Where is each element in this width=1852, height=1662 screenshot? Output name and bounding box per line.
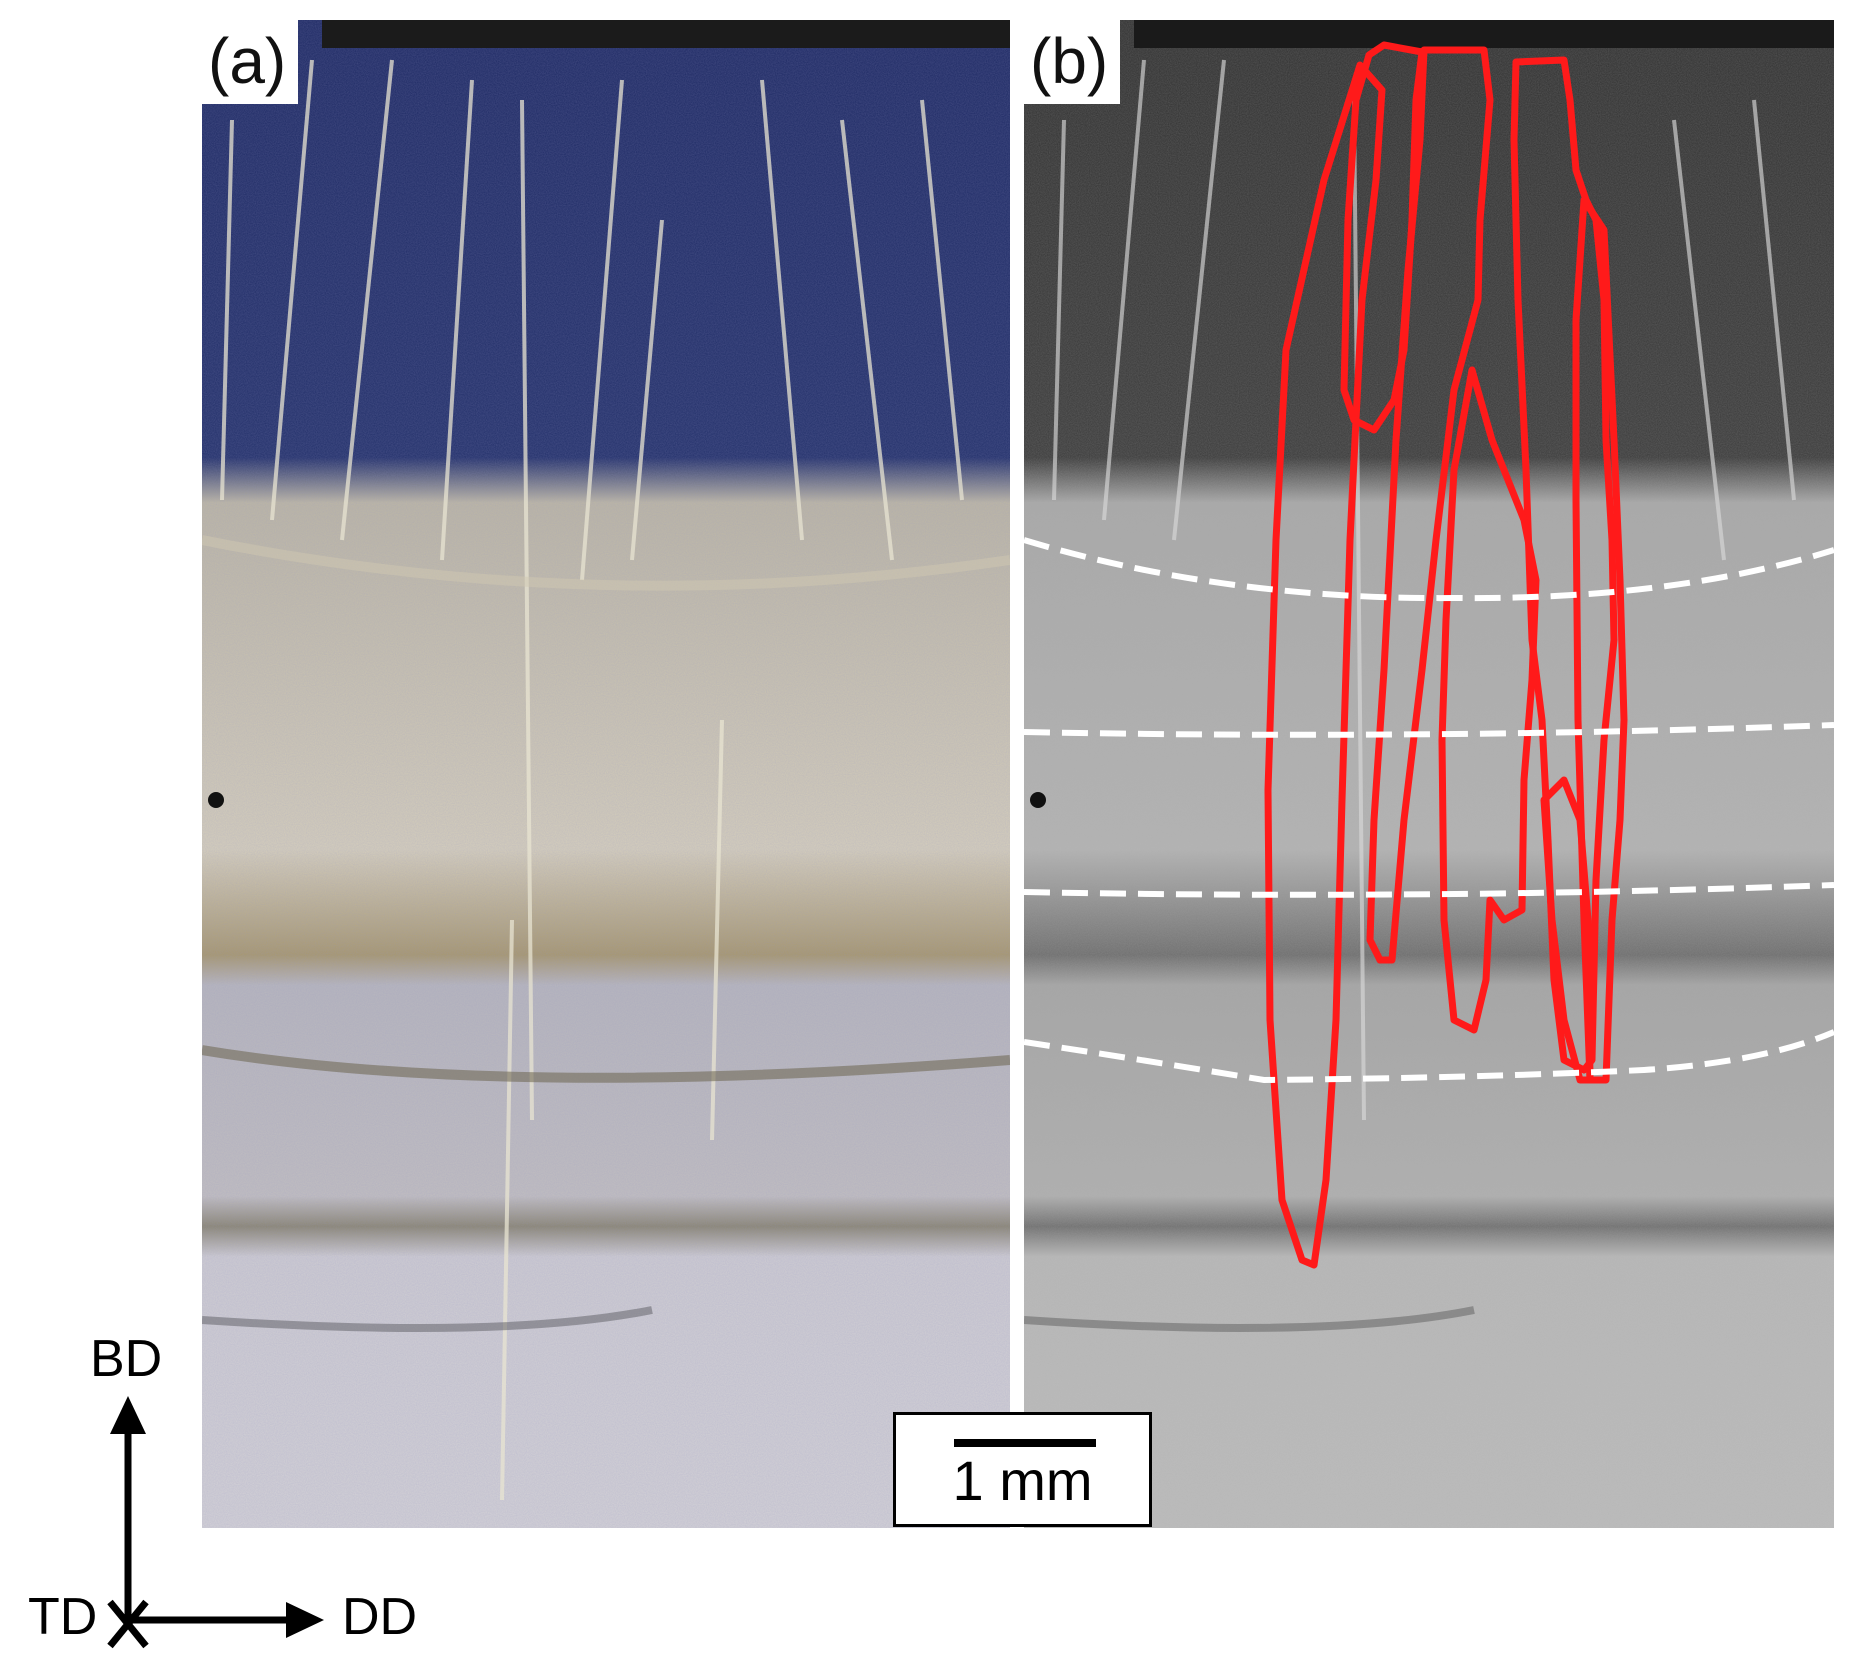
bd-axis-label: BD [90, 1330, 163, 1388]
panel-b-label: (b) [1024, 20, 1121, 104]
layer-boundary-2 [1024, 722, 1834, 738]
scale-bar: 1 mm [893, 1412, 1152, 1527]
bd-arrow-head [110, 1396, 146, 1434]
scale-bar-line [954, 1439, 1096, 1447]
td-axis-label: TD [28, 1588, 98, 1646]
micrograph-panel-a: (a) [202, 20, 1010, 1528]
micrograph-panel-b: (b) [1024, 20, 1834, 1528]
dd-axis-label: DD [342, 1588, 418, 1646]
micrograph-b-image [1024, 20, 1834, 1528]
panel-a-label: (a) [202, 20, 299, 104]
scale-bar-label: 1 mm [952, 1449, 1093, 1512]
grain-outlines [1264, 41, 1628, 1269]
axes-arrows [107, 1396, 324, 1649]
layer-boundary-1 [1024, 537, 1834, 602]
grain-outline-1 [1264, 61, 1386, 1269]
layer-boundary-4 [1024, 1029, 1834, 1084]
micrograph-a-image [202, 20, 1010, 1528]
orientation-axes: BD TD DD [0, 1330, 460, 1662]
layer-boundaries [1024, 537, 1834, 1084]
grain-outline-4 [1510, 56, 1618, 1074]
grain-outline-5 [1438, 366, 1540, 1034]
grain-outline-3 [1366, 46, 1494, 964]
dd-arrow-head [286, 1602, 324, 1638]
layer-boundary-3 [1024, 882, 1834, 898]
grain-outline-7 [1572, 196, 1628, 1084]
td-cross-2 [107, 1599, 149, 1649]
